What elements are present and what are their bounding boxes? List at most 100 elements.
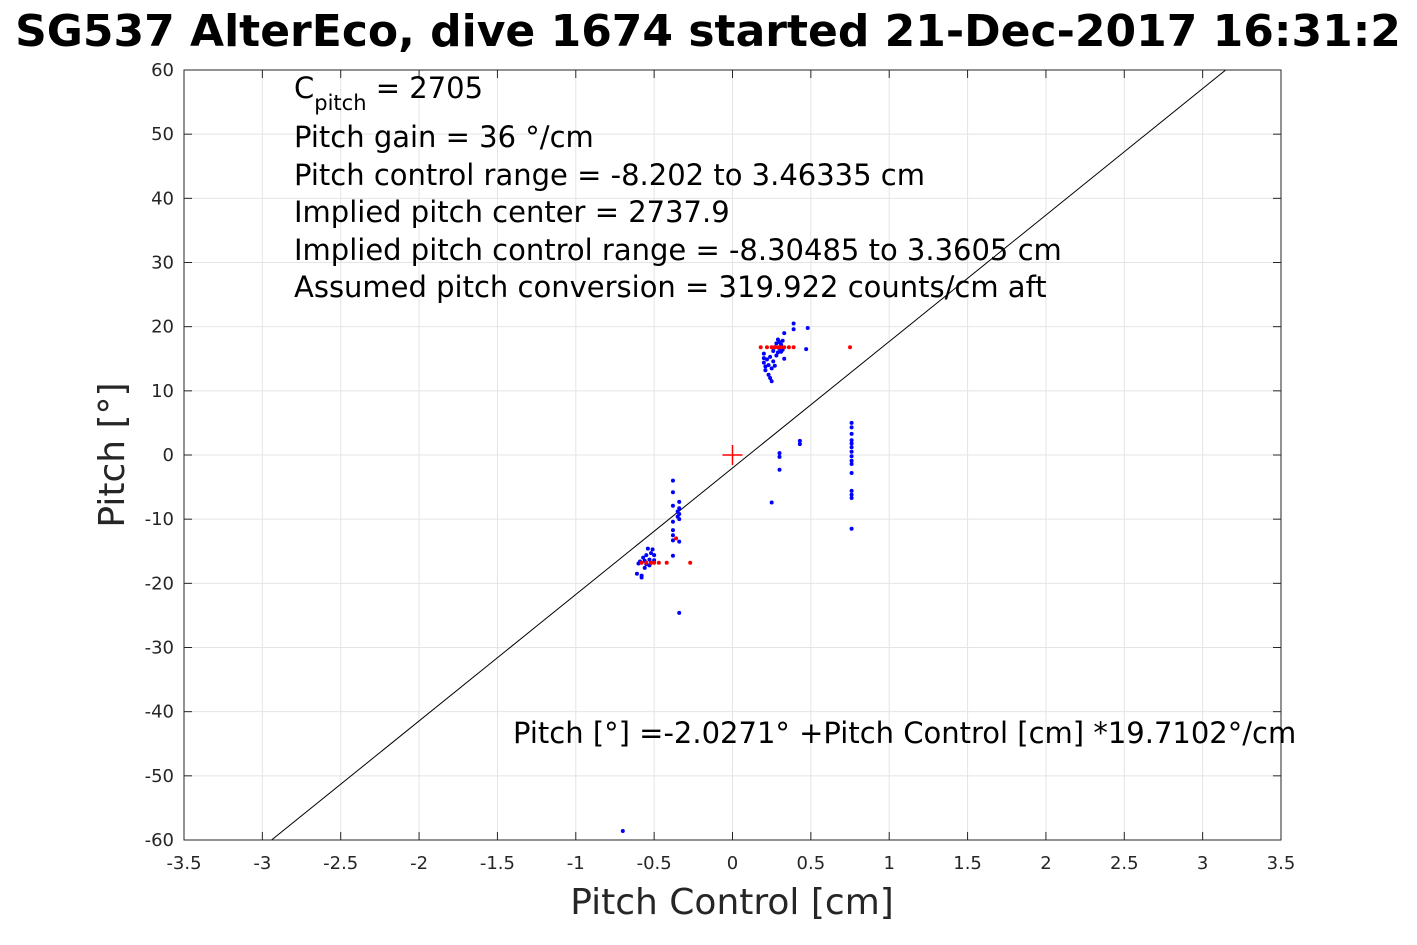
- data-point: [769, 366, 774, 371]
- data-point: [849, 470, 854, 475]
- y-tick-label: 60: [151, 60, 174, 81]
- data-point: [642, 565, 647, 570]
- data-point: [761, 356, 766, 361]
- x-tick-label: -2: [410, 853, 428, 874]
- data-point: [797, 438, 802, 443]
- data-point: [677, 499, 682, 504]
- x-tick-label: 0.5: [797, 853, 826, 874]
- fit-equation-annotation: Pitch [°] =-2.0271° +Pitch Control [cm] …: [513, 716, 1296, 750]
- data-point: [775, 350, 780, 355]
- data-point: [764, 345, 769, 350]
- data-point: [777, 454, 782, 459]
- data-point: [774, 341, 779, 346]
- data-point: [649, 551, 654, 556]
- x-tick-label: 3: [1197, 853, 1208, 874]
- data-point: [674, 536, 679, 541]
- data-point: [647, 557, 652, 562]
- y-tick-label: 20: [151, 317, 174, 338]
- y-tick-label: 50: [151, 124, 174, 145]
- x-tick-label: -1.5: [480, 853, 515, 874]
- data-point: [652, 553, 657, 558]
- data-point: [677, 539, 682, 544]
- y-axis-ticks: 60 50 40 30 20 10 0 -10 -20 -30 -40 -50 -60: [145, 60, 1281, 851]
- data-point: [764, 357, 769, 362]
- data-point: [670, 553, 675, 558]
- data-point: [780, 338, 785, 343]
- y-tick-label: 0: [163, 445, 174, 466]
- y-tick-label: 30: [151, 253, 174, 274]
- y-axis-label: Pitch [°]: [92, 382, 133, 527]
- data-point: [670, 503, 675, 508]
- data-point: [772, 363, 777, 368]
- data-point: [849, 420, 854, 425]
- data-point: [649, 560, 654, 565]
- data-point: [763, 364, 768, 369]
- y-tick-label: -20: [145, 573, 174, 594]
- data-point: [761, 351, 766, 356]
- data-points: [620, 321, 854, 834]
- data-point: [670, 533, 675, 538]
- data-point: [620, 829, 625, 834]
- data-point: [849, 441, 854, 446]
- data-point: [639, 573, 644, 578]
- data-point: [645, 546, 650, 551]
- data-point: [677, 610, 682, 615]
- data-point: [670, 538, 675, 543]
- x-tick-label: 1.5: [953, 853, 982, 874]
- plot-frame: [183, 69, 1282, 841]
- cpitch-annotation: Cpitch = 2705: [294, 71, 483, 115]
- data-point: [664, 560, 669, 565]
- pitch-gain-annotation: Pitch gain = 36 °/cm: [294, 120, 594, 154]
- y-tick-label: 10: [151, 381, 174, 402]
- chart-title: SG537 AlterEco, dive 1674 started 21-Dec…: [15, 6, 1401, 57]
- x-tick-label: 2: [1040, 853, 1051, 874]
- data-point: [777, 467, 782, 472]
- x-axis-label: Pitch Control [cm]: [570, 882, 894, 923]
- implied-pitch-control-range-annotation: Implied pitch control range = -8.30485 t…: [294, 233, 1062, 267]
- data-point: [688, 560, 693, 565]
- implied-pitch-center-annotation: Implied pitch center = 2737.9: [294, 195, 730, 229]
- data-point: [782, 331, 787, 336]
- data-point: [769, 379, 774, 384]
- data-point: [797, 442, 802, 447]
- data-point: [849, 461, 854, 466]
- data-point: [763, 368, 768, 373]
- data-point: [775, 345, 780, 350]
- y-tick-label: -10: [145, 509, 174, 530]
- data-point: [772, 345, 777, 350]
- center-marker: [722, 445, 743, 465]
- data-point: [849, 495, 854, 500]
- y-tick-label: -60: [145, 830, 174, 851]
- data-point: [774, 353, 779, 358]
- data-point: [849, 492, 854, 497]
- data-point: [670, 478, 675, 483]
- data-point: [677, 517, 682, 522]
- x-tick-label: 3.5: [1267, 853, 1296, 874]
- x-tick-label: 0: [727, 853, 738, 874]
- x-tick-label: -3.5: [166, 853, 201, 874]
- data-point: [849, 449, 854, 454]
- y-tick-label: -30: [145, 638, 174, 659]
- data-point: [670, 490, 675, 495]
- data-point: [761, 360, 766, 365]
- data-point: [768, 376, 773, 380]
- data-point: [769, 500, 774, 505]
- x-tick-label: -2.5: [323, 853, 358, 874]
- data-point: [771, 359, 776, 364]
- data-point: [670, 528, 675, 533]
- data-point: [848, 345, 853, 350]
- y-tick-label: -40: [145, 702, 174, 723]
- data-point: [769, 345, 774, 350]
- data-point: [786, 345, 791, 350]
- y-tick-label: -50: [145, 766, 174, 787]
- data-point: [804, 347, 809, 352]
- x-tick-label: 1: [883, 853, 894, 874]
- data-point: [805, 325, 810, 330]
- data-point: [677, 506, 682, 511]
- data-point: [766, 363, 771, 368]
- data-point: [791, 345, 796, 350]
- grid: [183, 69, 1282, 841]
- data-point: [849, 445, 854, 450]
- data-point: [634, 571, 639, 576]
